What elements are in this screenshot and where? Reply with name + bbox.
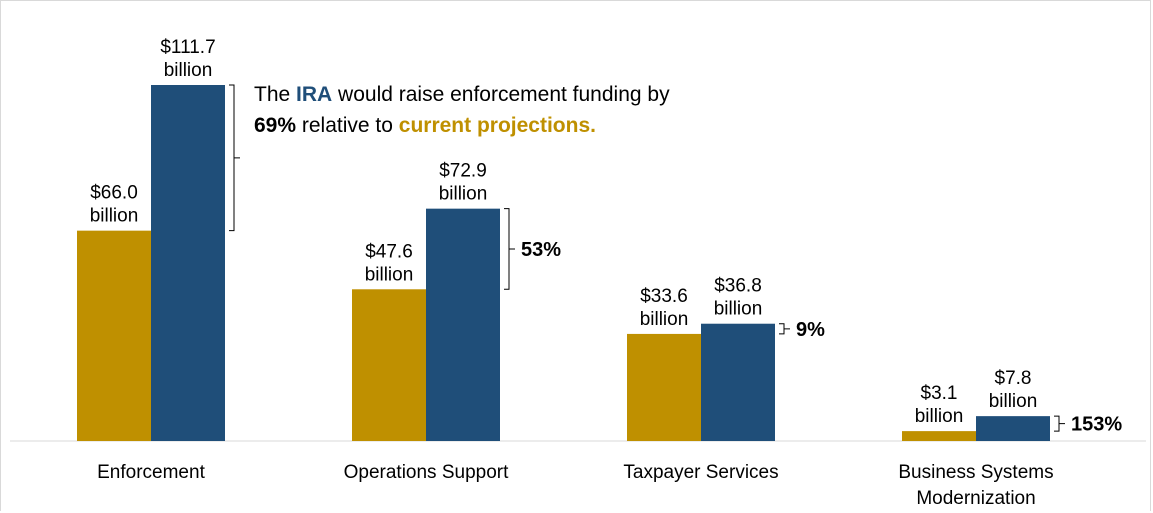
value-unit-label: billion <box>989 391 1038 412</box>
bar-business-systems-modernization-gold <box>902 431 976 441</box>
annotation-highlight: current projections. <box>399 114 596 137</box>
bar-taxpayer-services-blue <box>701 323 775 441</box>
value-unit-label: billion <box>439 184 488 205</box>
value-unit-label: billion <box>640 309 689 330</box>
category-label: Business Systems <box>898 462 1053 483</box>
value-unit-label: billion <box>714 299 763 320</box>
bar-operations-support-gold <box>352 289 426 441</box>
value-label: $72.9 <box>439 161 487 182</box>
value-unit-label: billion <box>164 60 213 81</box>
bracket <box>229 84 240 232</box>
category-label: Taxpayer Services <box>623 462 778 483</box>
category-label: Operations Support <box>344 462 509 483</box>
percent-label: 53% <box>521 239 561 261</box>
value-label: $7.8 <box>995 368 1032 389</box>
percent-label: 9% <box>796 319 825 341</box>
annotation-ira: IRA <box>296 83 332 106</box>
bracket <box>779 323 790 335</box>
value-unit-label: billion <box>365 264 414 285</box>
labels-layer: $66.0billion$111.7billion$47.6billion$72… <box>90 37 1038 427</box>
bracket <box>504 208 515 290</box>
annotation-line-2: 69% relative to current projections. <box>254 114 596 137</box>
brackets-layer: 53% 9% 153% <box>229 84 1122 436</box>
category-labels: Enforcement Operations Support Taxpayer Se… <box>97 462 1053 509</box>
value-label: $3.1 <box>921 383 958 404</box>
bar-business-systems-modernization-blue <box>976 416 1050 441</box>
category-label: Modernization <box>916 488 1035 509</box>
value-label: $33.6 <box>640 286 688 307</box>
category-label: Enforcement <box>97 462 205 483</box>
percent-label: 153% <box>1071 414 1122 436</box>
annotation-percent: 69% <box>254 114 296 137</box>
value-unit-label: billion <box>915 406 964 427</box>
bar-enforcement-gold <box>77 230 151 441</box>
bracket <box>1054 415 1065 432</box>
bar-operations-support-blue <box>426 208 500 441</box>
bars-layer <box>77 85 1050 441</box>
value-unit-label: billion <box>90 206 139 227</box>
bar-enforcement-blue <box>151 85 225 441</box>
value-label: $47.6 <box>365 241 413 262</box>
annotation-line-1: The IRA would raise enforcement funding … <box>254 83 670 106</box>
value-label: $66.0 <box>90 183 138 204</box>
bar-taxpayer-services-gold <box>627 333 701 441</box>
value-label: $111.7 <box>160 37 215 58</box>
value-label: $36.8 <box>714 276 762 297</box>
